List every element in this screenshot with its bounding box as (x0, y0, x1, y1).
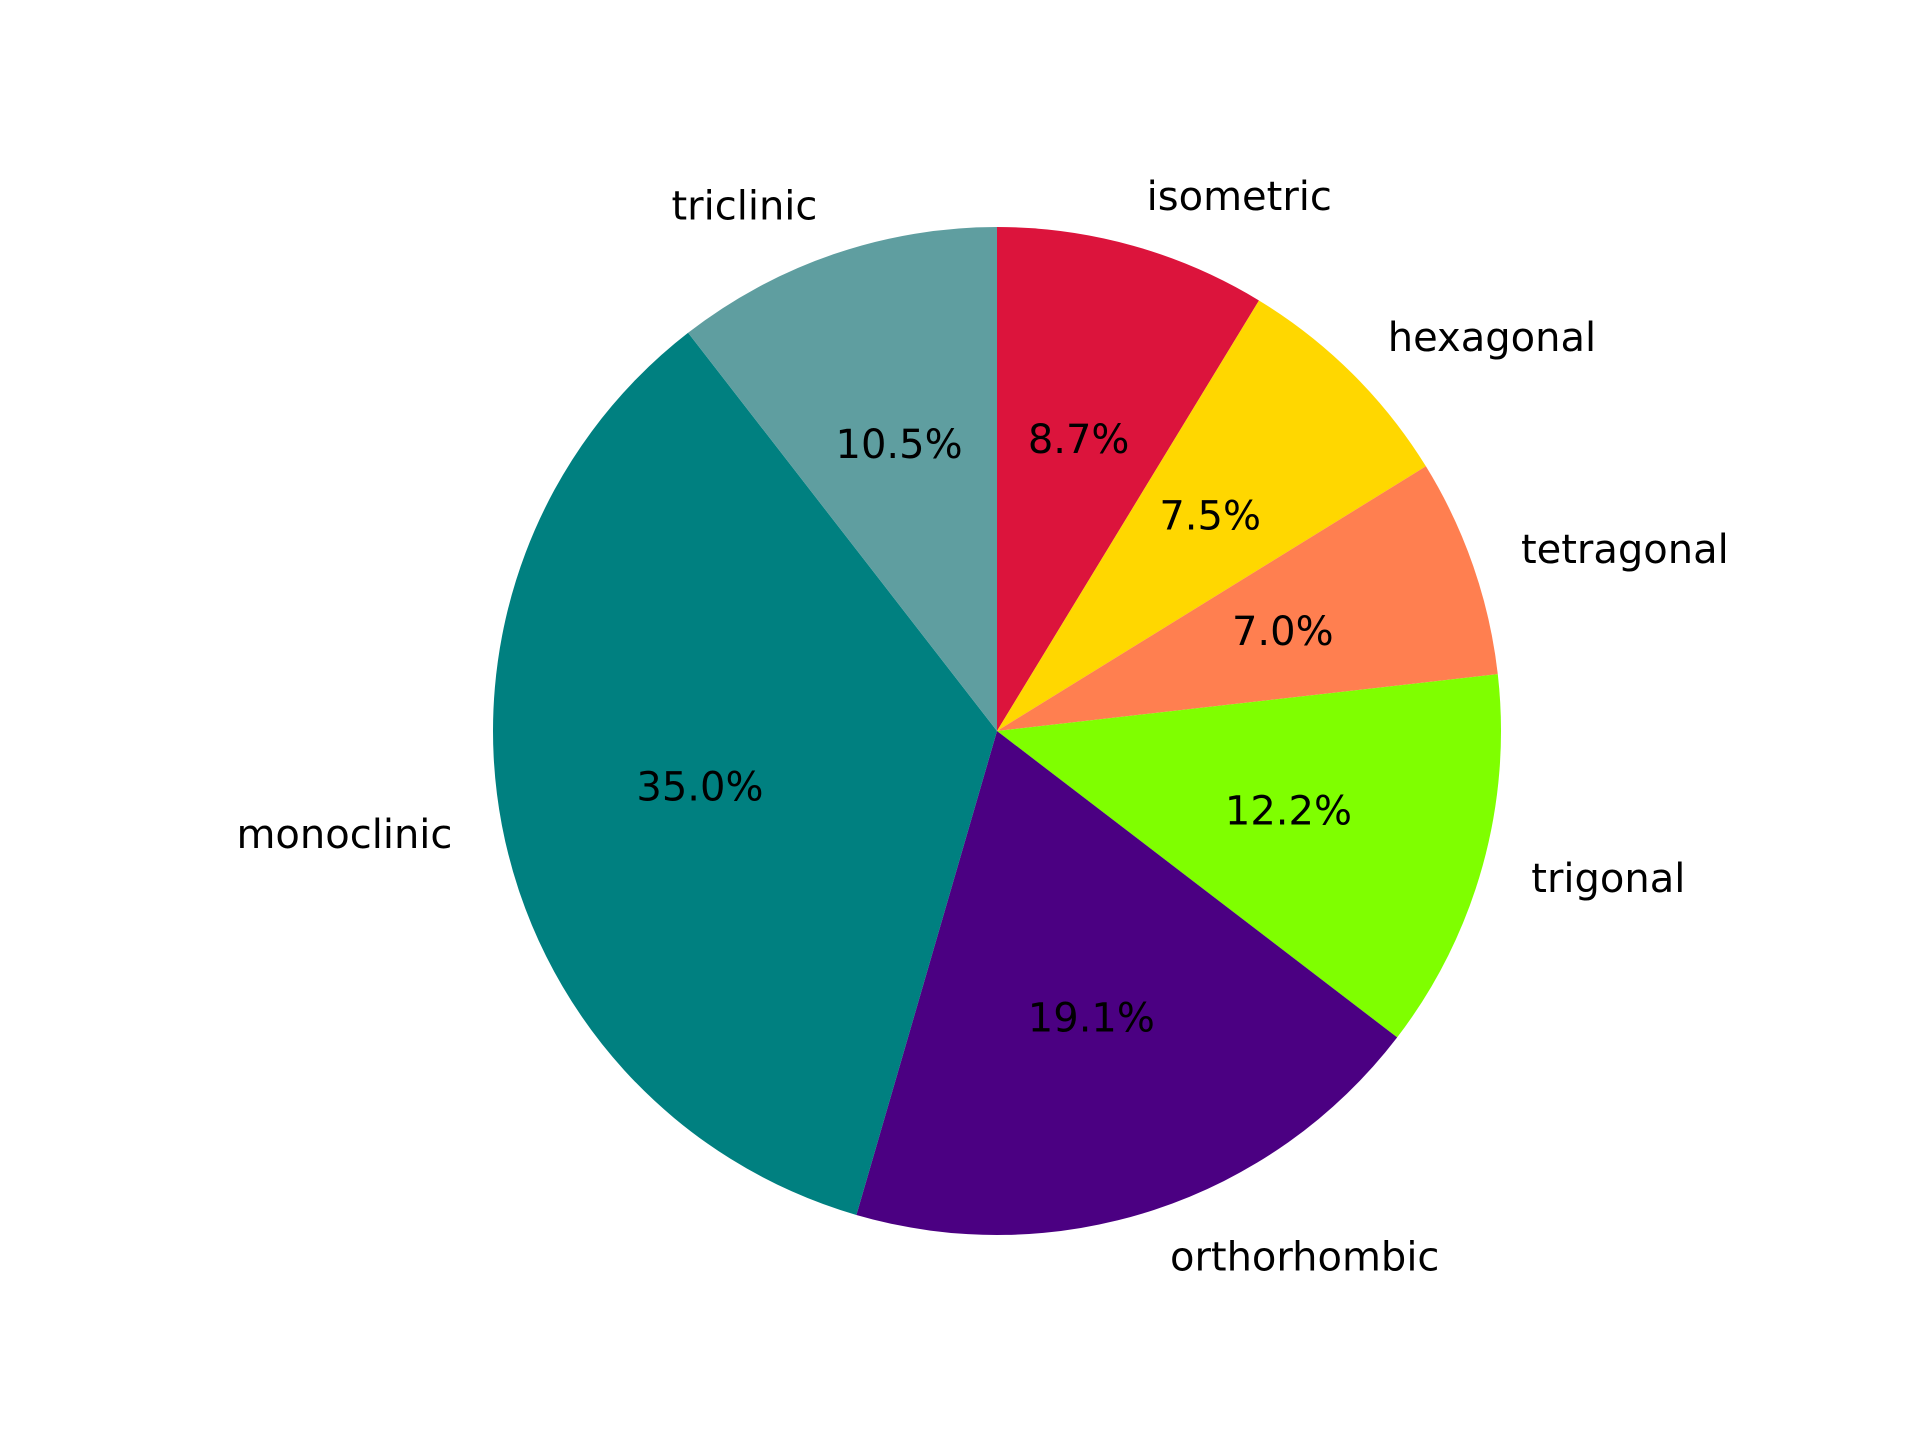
slice-label-trigonal: trigonal (1531, 856, 1685, 902)
pie-slice-monoclinic (492, 332, 997, 1215)
slice-label-orthorhombic: orthorhombic (1170, 1235, 1439, 1281)
slice-label-triclinic: triclinic (671, 183, 817, 229)
pie-slice-trigonal (997, 674, 1502, 1038)
pct-label-isometric: 8.7% (1028, 417, 1130, 463)
slice-label-isometric: isometric (1147, 174, 1332, 220)
pie-slice-tetragonal (997, 466, 1498, 731)
slice-label-monoclinic: monoclinic (236, 812, 452, 858)
pct-label-triclinic: 10.5% (836, 422, 963, 468)
slice-label-hexagonal: hexagonal (1388, 315, 1596, 361)
pie-slice-isometric (997, 227, 1259, 731)
pct-label-tetragonal: 7.0% (1232, 609, 1334, 655)
pct-label-trigonal: 12.2% (1225, 789, 1352, 835)
pct-label-orthorhombic: 19.1% (1028, 995, 1155, 1041)
pct-label-hexagonal: 7.5% (1159, 494, 1261, 540)
slice-label-tetragonal: tetragonal (1521, 527, 1729, 573)
labels-layer: 8.7% isometric 7.5% hexagonal 7.0% tetragonal… (236, 174, 1728, 1281)
slices-layer (492, 227, 1502, 1236)
pie-slice-orthorhombic (856, 731, 1398, 1236)
pie-slice-triclinic (688, 227, 997, 731)
pct-label-monoclinic: 35.0% (636, 765, 763, 811)
pie-slice-hexagonal (997, 300, 1426, 731)
